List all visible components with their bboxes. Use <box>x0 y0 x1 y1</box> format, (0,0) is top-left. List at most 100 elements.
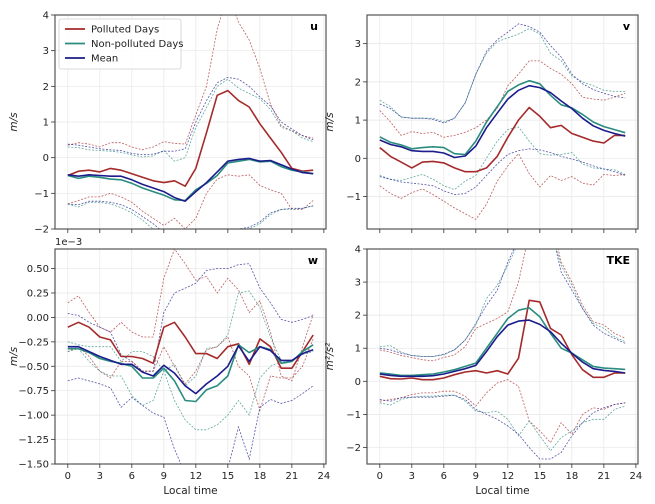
bound-upper-non-polluted-days <box>67 78 314 162</box>
x-tick-label: 3 <box>409 471 415 482</box>
bound-lower-mean <box>67 377 314 464</box>
bound-lower-polluted-days <box>379 379 626 444</box>
y-tick-label: 0.25 <box>27 288 49 299</box>
panel-label: TKE <box>606 254 630 267</box>
plot-area <box>379 249 626 460</box>
bound-upper-polluted-days <box>67 15 314 151</box>
x-axis-label: Local time <box>163 485 217 497</box>
y-tick-label: 4 <box>43 11 49 22</box>
y-tick-label: 2 <box>355 311 361 322</box>
x-tick-label: 15 <box>533 471 546 482</box>
series-polluted-days <box>67 89 314 187</box>
axes-frame <box>366 14 639 230</box>
panel-label: v <box>623 20 631 33</box>
panel-label: w <box>308 254 318 267</box>
x-tick-label: 15 <box>221 471 234 482</box>
x-tick-label: 21 <box>285 471 298 482</box>
x-tick-label: 24 <box>629 471 642 482</box>
series-mean <box>67 344 314 395</box>
plot-area <box>67 249 314 464</box>
bound-upper-mean <box>379 23 626 124</box>
series-mean <box>379 84 626 159</box>
y-tick-label: 2 <box>355 77 361 88</box>
y-tick-label: 0 <box>355 377 361 388</box>
y-tick-label: −1 <box>346 192 361 203</box>
series-non-polluted-days <box>67 158 314 202</box>
y-tick-label: −0.50 <box>18 362 49 373</box>
y-tick-label: 2 <box>43 82 49 93</box>
x-tick-label: 18 <box>565 471 578 482</box>
x-tick-label: 12 <box>189 471 202 482</box>
bound-lower-polluted-days <box>379 153 626 220</box>
legend: Polluted Days Non-polluted Days Mean <box>58 18 183 70</box>
y-tick-label: −1 <box>346 410 361 421</box>
y-offset-label: 1e−3 <box>55 237 82 248</box>
x-tick-label: 6 <box>441 471 447 482</box>
bound-upper-non-polluted-days <box>379 249 626 357</box>
y-axis-label: m/s <box>8 346 20 366</box>
panel-v: −1 0 1 2 3 m/s v <box>324 14 639 233</box>
y-tick-label: 0 <box>355 154 361 165</box>
y-tick-label: −2 <box>346 443 361 454</box>
y-tick-label: −0.75 <box>18 386 49 397</box>
y-tick-label: 0 <box>43 153 49 164</box>
bound-upper-non-polluted-days <box>67 290 314 387</box>
legend-box <box>58 18 182 70</box>
bound-lower-non-polluted-days <box>379 126 626 191</box>
x-tick-label: 9 <box>473 471 479 482</box>
axes-frame <box>54 248 327 465</box>
plot-area <box>379 23 626 220</box>
y-axis-label: m²/s² <box>324 342 336 370</box>
y-tick-label: 0.00 <box>27 313 49 324</box>
y-axis-label: m/s <box>8 112 20 132</box>
series-mean <box>67 157 314 202</box>
series-non-polluted-days <box>379 307 626 377</box>
series-mean <box>379 319 626 378</box>
y-tick-label: 1 <box>355 116 361 127</box>
x-tick-label: 6 <box>129 471 135 482</box>
series-polluted-days <box>67 321 314 370</box>
bound-lower-polluted-days <box>67 336 314 412</box>
y-tick-label: 1 <box>355 344 361 355</box>
legend-label: Mean <box>91 54 118 65</box>
x-tick-label: 0 <box>377 471 383 482</box>
bound-upper-polluted-days <box>67 249 314 382</box>
bound-lower-mean <box>379 148 626 196</box>
bound-upper-non-polluted-days <box>379 27 626 123</box>
bound-upper-mean <box>379 249 626 357</box>
series-non-polluted-days <box>379 79 626 156</box>
y-tick-label: 4 <box>355 245 361 256</box>
legend-label: Non-polluted Days <box>91 39 183 50</box>
y-tick-label: −1.25 <box>18 435 49 446</box>
series-polluted-days <box>379 299 626 381</box>
x-tick-label: 21 <box>597 471 610 482</box>
y-tick-label: 0.50 <box>27 264 49 275</box>
panel-w: 0 3 6 9 12 15 18 21 24 −1.50 −1.25 −1.00 −0.75 −0.50 −… <box>8 237 330 497</box>
y-tick-label: −1.50 <box>18 460 49 471</box>
bound-lower-non-polluted-days <box>67 201 314 229</box>
y-tick-label: 3 <box>355 39 361 50</box>
plot-area <box>67 15 314 229</box>
x-tick-label: 18 <box>253 471 266 482</box>
y-tick-label: −1 <box>34 189 49 200</box>
y-tick-label: 3 <box>355 278 361 289</box>
y-tick-label: −1.00 <box>18 411 49 422</box>
x-tick-label: 0 <box>65 471 71 482</box>
y-tick-label: 1 <box>43 118 49 129</box>
bound-lower-mean <box>379 394 626 460</box>
bound-upper-mean <box>67 76 314 156</box>
bound-lower-non-polluted-days <box>67 348 314 431</box>
x-tick-label: 9 <box>161 471 167 482</box>
bound-upper-polluted-days <box>379 60 626 138</box>
bound-lower-non-polluted-days <box>379 394 626 452</box>
bound-lower-mean <box>67 200 314 229</box>
y-tick-label: −2 <box>34 225 49 236</box>
panel-u: −2 −1 0 1 2 3 4 m/s u Polluted Days Non-polluted D… <box>8 11 327 236</box>
x-tick-label: 3 <box>97 471 103 482</box>
axes-frame <box>366 248 639 465</box>
y-tick-label: 3 <box>43 46 49 57</box>
bound-upper-mean <box>67 263 314 372</box>
bound-lower-polluted-days <box>67 174 314 229</box>
